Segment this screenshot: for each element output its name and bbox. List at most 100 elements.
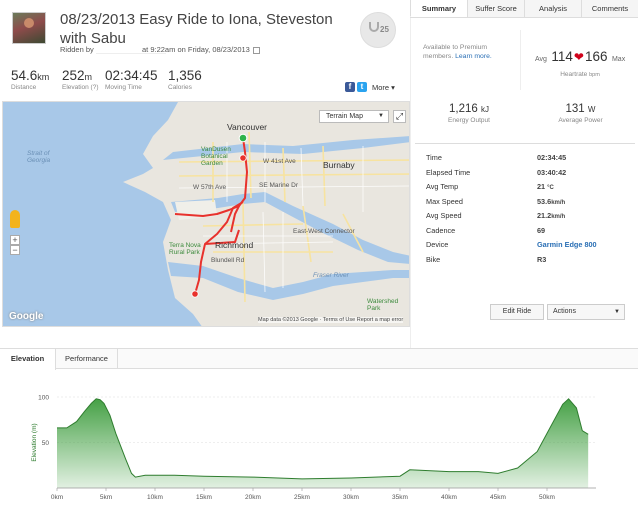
elevation-area bbox=[57, 398, 589, 488]
heartrate-unit: bpm bbox=[589, 72, 600, 78]
power-value: 131 bbox=[565, 103, 585, 115]
stat-distance: 54.6km Distance bbox=[11, 68, 49, 91]
map-type-select[interactable]: Terrain Map ▼ bbox=[319, 110, 389, 123]
summary-tabs: Summary Suffer Score Analysis Comments bbox=[410, 0, 638, 18]
detail-label: Avg Temp bbox=[426, 182, 459, 191]
actions-label: Actions bbox=[553, 308, 576, 315]
detail-value: R3 bbox=[537, 255, 546, 264]
more-share-dropdown[interactable]: More ▾ bbox=[372, 82, 395, 92]
detail-row-max-speed: Max Speed 53.6km/h bbox=[415, 188, 635, 206]
stat-value: 252 bbox=[62, 68, 85, 83]
label-richmond: Richmond bbox=[215, 240, 254, 250]
y-tick-label: 100 bbox=[38, 395, 49, 402]
power-label: Average Power bbox=[558, 117, 603, 124]
more-label: More bbox=[372, 82, 390, 92]
facebook-icon[interactable]: f bbox=[345, 82, 355, 92]
learn-more-link[interactable]: Learn more. bbox=[455, 53, 492, 60]
fullscreen-icon[interactable]: ⤢ bbox=[393, 110, 406, 123]
power-unit: W bbox=[587, 105, 596, 114]
zoom-out-button[interactable]: − bbox=[10, 245, 20, 255]
page-title: 08/23/2013 Easy Ride to Iona, Steveston … bbox=[60, 11, 333, 47]
detail-value: 02:34:45 bbox=[537, 153, 566, 162]
ridden-by-label: Ridden by bbox=[60, 45, 94, 54]
map-type-label: Terrain Map bbox=[326, 113, 363, 120]
tab-comments[interactable]: Comments bbox=[581, 0, 638, 17]
athlete-avatar[interactable] bbox=[12, 12, 46, 44]
tab-performance[interactable]: Performance bbox=[56, 349, 118, 369]
detail-value: 53.6km/h bbox=[537, 197, 565, 206]
tab-elevation[interactable]: Elevation bbox=[0, 349, 56, 370]
stat-value: 1,356 bbox=[168, 68, 202, 83]
calendar-icon[interactable] bbox=[252, 46, 260, 54]
label-vancouver: Vancouver bbox=[227, 122, 268, 132]
energy-value: 1,216 bbox=[449, 103, 478, 115]
x-tick-label: 5km bbox=[100, 494, 112, 501]
route-map[interactable]: Vancouver Burnaby Richmond Strait of Geo… bbox=[2, 101, 410, 327]
average-power: 131 W Average Power bbox=[523, 103, 638, 124]
x-tick-label: 50km bbox=[539, 494, 555, 501]
label-57th: W 57th Ave bbox=[193, 184, 227, 191]
detail-value: 69 bbox=[537, 226, 545, 235]
hr-max-label: Max bbox=[611, 56, 626, 63]
detail-value-number: 69 bbox=[537, 225, 546, 235]
detail-label: Device bbox=[426, 240, 449, 249]
ridden-by-name[interactable] bbox=[95, 45, 166, 54]
achievements-badge[interactable]: 25 bbox=[360, 12, 396, 48]
ride-details-table: Time 02:34:45 Elapsed Time 03:40:42 Avg Te… bbox=[415, 143, 635, 264]
detail-value-number: 03:40:42 bbox=[537, 167, 567, 177]
share-buttons: f t More ▾ bbox=[345, 82, 395, 92]
detail-row-avg-speed: Avg Speed 21.2km/h bbox=[415, 202, 635, 220]
google-logo: Google bbox=[9, 311, 44, 322]
x-tick-label: 30km bbox=[343, 494, 359, 501]
map-attribution[interactable]: Map data ©2013 Google · Terms of Use Rep… bbox=[258, 317, 404, 323]
start-marker[interactable] bbox=[238, 133, 248, 143]
map-canvas bbox=[3, 102, 409, 326]
waypoint-marker[interactable] bbox=[239, 154, 247, 162]
tab-summary[interactable]: Summary bbox=[410, 0, 467, 17]
hr-avg-label: Avg bbox=[535, 56, 547, 63]
chevron-down-icon: ▼ bbox=[378, 113, 384, 119]
detail-unit: km/h bbox=[551, 214, 566, 220]
stat-moving-time: 02:34:45 Moving Time bbox=[105, 68, 158, 91]
heartrate-box: Avg 114❤166 Max Heartrate bpm bbox=[520, 30, 638, 90]
elevation-chart[interactable]: 50 100 0km 5km 10km 15km 20km 25km 30km 35km 40km 4… bbox=[0, 380, 638, 505]
elevation-line bbox=[57, 398, 589, 480]
detail-label: Time bbox=[426, 153, 442, 162]
detail-row-cadence: Cadence 69 bbox=[415, 217, 635, 235]
label-fraser: Fraser River bbox=[313, 272, 349, 279]
stat-label[interactable]: Elevation (?) bbox=[62, 84, 99, 91]
street-view-pegman-icon[interactable] bbox=[10, 210, 20, 228]
x-tick-label: 40km bbox=[441, 494, 457, 501]
end-marker[interactable] bbox=[191, 290, 199, 298]
label-strait: Strait of Georgia bbox=[27, 150, 51, 164]
twitter-icon[interactable]: t bbox=[357, 82, 367, 92]
detail-row-time: Time 02:34:45 bbox=[415, 144, 635, 162]
actions-dropdown[interactable]: Actions ▼ bbox=[547, 304, 625, 320]
ride-datetime-text: at 9:22am on Friday, 08/23/2013 bbox=[142, 45, 250, 54]
tab-suffer-score[interactable]: Suffer Score bbox=[467, 0, 524, 17]
detail-unit: km/h bbox=[551, 199, 566, 206]
trophy-icon bbox=[369, 22, 379, 32]
detail-row-device: Device Garmin Edge 800 bbox=[415, 231, 635, 249]
stat-value: 54.6 bbox=[11, 68, 38, 83]
energy-label: Energy Output bbox=[448, 117, 490, 124]
detail-label: Max Speed bbox=[426, 196, 463, 206]
zoom-in-button[interactable]: + bbox=[10, 235, 20, 245]
stat-elevation: 252m Elevation (?) bbox=[62, 68, 99, 91]
label-terra-nova: Terra Nova Rural Park bbox=[169, 242, 201, 256]
x-tick-label: 20km bbox=[245, 494, 261, 501]
label-burnaby: Burnaby bbox=[323, 160, 355, 170]
heartrate-label: Heartrate bpm bbox=[521, 71, 638, 78]
stat-value: 02:34:45 bbox=[105, 68, 158, 83]
edit-ride-button[interactable]: Edit Ride bbox=[490, 304, 544, 320]
detail-label: Avg Speed bbox=[426, 211, 462, 220]
stat-unit: km bbox=[37, 72, 50, 82]
detail-label: Bike bbox=[426, 254, 441, 264]
ride-datetime: at 9:22am on Friday, 08/23/2013 bbox=[142, 45, 260, 54]
detail-value-number: 21 bbox=[537, 182, 546, 191]
tab-analysis[interactable]: Analysis bbox=[524, 0, 581, 17]
detail-value-number: 02:34:45 bbox=[537, 153, 567, 162]
device-link[interactable]: Garmin Edge 800 bbox=[537, 240, 597, 249]
detail-unit: °C bbox=[547, 185, 554, 191]
x-tick-label: 25km bbox=[294, 494, 310, 501]
